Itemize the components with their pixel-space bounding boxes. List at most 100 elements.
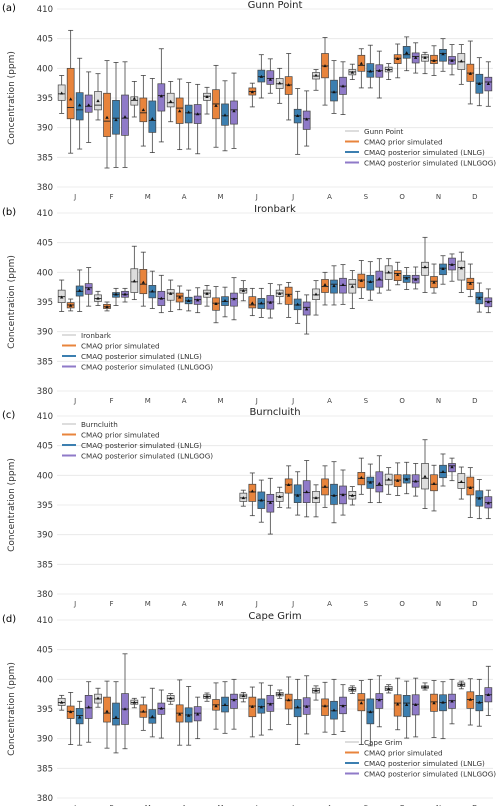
mean-marker: [423, 265, 427, 269]
y-tick-label: 410: [37, 209, 53, 219]
box-obs: [384, 684, 393, 694]
box-lnlgog: [84, 71, 93, 143]
box-obs: [421, 236, 429, 293]
box-lnlg: [221, 80, 229, 152]
box-prior: [430, 263, 438, 294]
x-tick-label: F: [109, 600, 113, 608]
mean-marker: [132, 96, 137, 100]
box-lnlg: [366, 678, 375, 747]
mean-marker: [459, 59, 464, 63]
mean-marker: [332, 90, 336, 94]
legend-label: CMAQ prior simulated: [364, 138, 443, 147]
mean-marker: [432, 481, 436, 485]
box-iqr: [421, 261, 429, 276]
y-tick-label: 395: [37, 298, 53, 308]
box-lnlgog: [84, 681, 93, 743]
box-lnlgog: [302, 460, 311, 518]
mean-marker: [468, 697, 473, 701]
mean-marker: [123, 707, 127, 711]
x-tick-label: S: [364, 397, 369, 405]
mean-marker: [486, 692, 491, 696]
y-tick-label: 400: [37, 675, 53, 685]
mean-marker: [332, 493, 336, 497]
mean-marker: [123, 115, 127, 119]
mean-marker: [259, 74, 264, 78]
mean-marker: [368, 710, 373, 714]
box-lnlgog: [339, 61, 347, 116]
mean-marker: [159, 94, 164, 98]
panel-title: Cape Grim: [248, 611, 301, 622]
mean-marker: [223, 703, 227, 707]
box-lnlg: [75, 269, 84, 312]
mean-marker: [441, 700, 445, 704]
x-tick-label: S: [364, 804, 369, 806]
box-prior: [466, 678, 475, 726]
box-lnlgog: [302, 294, 311, 335]
box-lnlgog: [339, 684, 347, 732]
box-obs: [312, 685, 320, 701]
y-tick-label: 395: [37, 501, 53, 511]
legend-label: CMAQ posterior simulated (LNLGOG): [364, 770, 496, 779]
box-lnlg: [221, 681, 229, 734]
mean-marker: [359, 701, 364, 705]
mean-marker: [304, 307, 309, 311]
x-tick-label: N: [436, 193, 441, 201]
box-prior: [248, 82, 257, 108]
box-lnlg: [366, 261, 375, 301]
box-prior: [103, 301, 111, 312]
box-obs: [348, 685, 357, 694]
mean-marker: [259, 301, 264, 305]
mean-marker: [441, 266, 445, 270]
box-prior: [357, 680, 366, 745]
box-lnlgog: [339, 469, 347, 516]
y-tick-label: 385: [37, 764, 53, 774]
mean-marker: [368, 69, 373, 73]
mean-marker: [350, 687, 355, 691]
box-prior: [248, 472, 257, 517]
box-lnlg: [402, 36, 411, 72]
y-tick-label: 410: [37, 616, 53, 626]
y-axis-label: Concentration (ppm): [7, 51, 17, 145]
mean-marker: [86, 103, 91, 107]
x-tick-label: O: [399, 600, 405, 608]
mean-marker: [223, 113, 227, 117]
box-prior: [321, 271, 329, 306]
mean-marker: [432, 58, 436, 62]
box-lnlgog: [411, 463, 420, 497]
y-tick-label: 410: [37, 5, 53, 15]
box-lnlgog: [193, 287, 202, 314]
x-tick-label: A: [327, 804, 332, 806]
mean-marker: [386, 270, 391, 274]
box-lnlgog: [375, 258, 384, 294]
x-tick-label: M: [217, 193, 223, 201]
y-tick-label: 380: [37, 387, 53, 397]
legend-label: CMAQ posterior simulated (LNLG): [364, 759, 485, 768]
box-lnlgog: [302, 675, 311, 735]
box-obs: [457, 251, 466, 293]
box-prior: [284, 53, 293, 121]
box-obs: [94, 73, 102, 121]
mean-marker: [195, 712, 200, 716]
mean-marker: [77, 288, 82, 292]
box-obs: [348, 486, 357, 506]
mean-marker: [450, 262, 454, 266]
panel-label: (a): [2, 3, 16, 14]
box-prior: [284, 676, 293, 725]
mean-marker: [277, 494, 282, 498]
mean-marker: [277, 81, 282, 85]
mean-marker: [477, 81, 482, 85]
box-prior: [248, 287, 257, 317]
box-lnlgog: [266, 684, 275, 731]
mean-marker: [395, 702, 400, 706]
y-tick-label: 380: [37, 183, 53, 193]
box-lnlgog: [157, 689, 166, 739]
legend-label: CMAQ posterior simulated (LNLG): [81, 352, 202, 361]
box-obs: [130, 697, 139, 709]
mean-marker: [468, 485, 473, 489]
mean-marker: [377, 277, 382, 281]
mean-marker: [323, 704, 327, 708]
mean-marker: [105, 709, 109, 713]
mean-marker: [186, 713, 191, 717]
